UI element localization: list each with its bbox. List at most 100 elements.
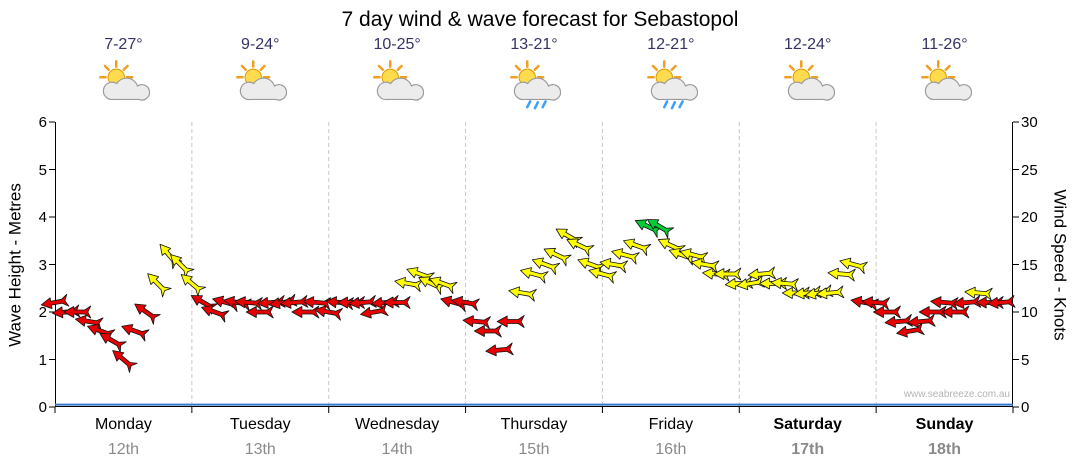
wind-arrow (679, 248, 709, 265)
wind-arrow (987, 294, 1016, 309)
right-tick-label: 5 (1021, 351, 1030, 369)
rain-drop (662, 100, 669, 109)
wind-arrow (736, 274, 765, 291)
sun-ray (925, 64, 932, 72)
wind-arrow (394, 276, 423, 293)
wind-arrow (170, 254, 195, 279)
left-tick-label: 0 (38, 399, 47, 416)
day-date: 14th (381, 441, 413, 458)
wind-arrow (99, 333, 127, 353)
wind-arrow (816, 285, 845, 300)
left-tick-label: 2 (38, 304, 47, 321)
sun-ray (240, 64, 248, 72)
wind-arrow (418, 276, 447, 295)
wind-arrow (40, 293, 70, 310)
cloud (924, 77, 972, 101)
wind-arrow (770, 277, 799, 292)
wind-arrow (747, 266, 776, 281)
sun-ray (122, 64, 130, 72)
temp-range: 7-27° (104, 36, 143, 53)
cloud (787, 77, 835, 101)
chart-title: 7 day wind & wave forecast for Sebastopo… (341, 8, 739, 31)
temp-range: 11-26° (921, 36, 968, 53)
cloud (513, 77, 562, 101)
left-tick-label: 1 (38, 351, 47, 369)
cloud (376, 77, 425, 101)
wind-arrow (884, 313, 913, 328)
wind-arrow (861, 296, 890, 311)
sun-ray (788, 64, 795, 72)
right-tick-label: 15 (1021, 256, 1038, 274)
day-label: Friday (648, 416, 694, 433)
right-tick-label: 0 (1021, 399, 1030, 416)
wind-arrow (839, 257, 868, 275)
sun-cloud-icon (373, 60, 425, 101)
temp-range: 9-24° (241, 36, 280, 53)
day-label: Monday (94, 416, 152, 433)
weather-icon (602, 60, 739, 115)
sun-ray (377, 64, 385, 72)
wind-arrow (713, 267, 742, 281)
wind-arrow (462, 315, 491, 330)
wind-arrow (473, 324, 502, 338)
wind-arrow (134, 303, 161, 325)
weather-icon (876, 60, 1013, 115)
wind-arrow (531, 257, 561, 275)
wind-arrow (245, 305, 274, 319)
wind-arrow (382, 296, 411, 309)
day-date: 17th (791, 441, 825, 458)
wind-arrow (646, 219, 675, 239)
sun-ray (104, 64, 111, 72)
wind-arrow (314, 305, 343, 321)
wind-arrow (212, 295, 241, 313)
left-tick-label: 6 (38, 114, 47, 131)
sun-cloud-icon (783, 60, 835, 101)
wind-arrow (121, 324, 150, 342)
wind-arrow (429, 276, 458, 294)
wind-arrow (668, 248, 697, 266)
wind-arrow (496, 315, 525, 328)
right-tick-label: 10 (1021, 304, 1038, 321)
temp-range: 10-25° (373, 36, 421, 53)
weather-icon (55, 60, 192, 115)
day-label: Thursday (500, 416, 568, 433)
wind-arrow (964, 286, 993, 301)
sun-ray (396, 64, 403, 72)
wind-arrow (147, 273, 172, 298)
wind-arrow (302, 296, 332, 311)
rain-drop (670, 101, 676, 110)
right-tick-label: 25 (1021, 161, 1038, 179)
watermark: www.seabreeze.com.au (903, 389, 1010, 400)
sun-ray (514, 64, 521, 72)
day-label: Tuesday (229, 416, 291, 433)
temp-range: 12-24° (784, 36, 832, 53)
wind-arrow (873, 305, 901, 319)
sun-ray (259, 64, 267, 72)
sun-ray (944, 64, 951, 72)
wind-arrow (896, 322, 925, 338)
wind-arrow (543, 247, 572, 267)
sun-ray (533, 64, 540, 72)
wind-arrow (451, 295, 480, 312)
wind-arrow (348, 294, 377, 309)
wind-arrow (941, 305, 970, 319)
day-label: Saturday (773, 416, 842, 433)
wind-arrow (566, 238, 595, 257)
day-label: Wednesday (355, 416, 440, 433)
right-tick-label: 20 (1021, 209, 1038, 226)
wind-arrow (599, 257, 629, 274)
wind-arrow (75, 314, 104, 331)
cloud (240, 77, 288, 101)
temp-range: 12-21° (647, 36, 695, 53)
sun-ray (651, 64, 658, 72)
wind-arrow (360, 303, 389, 319)
wind-arrow (63, 305, 92, 319)
sun-ray (807, 64, 814, 72)
wind-arrow (690, 257, 720, 274)
sun-cloud-rain-icon (510, 60, 562, 110)
weather-icon (329, 60, 466, 115)
weather-icon (192, 60, 329, 115)
wind-arrow (611, 248, 640, 265)
sun-ray (670, 64, 677, 72)
